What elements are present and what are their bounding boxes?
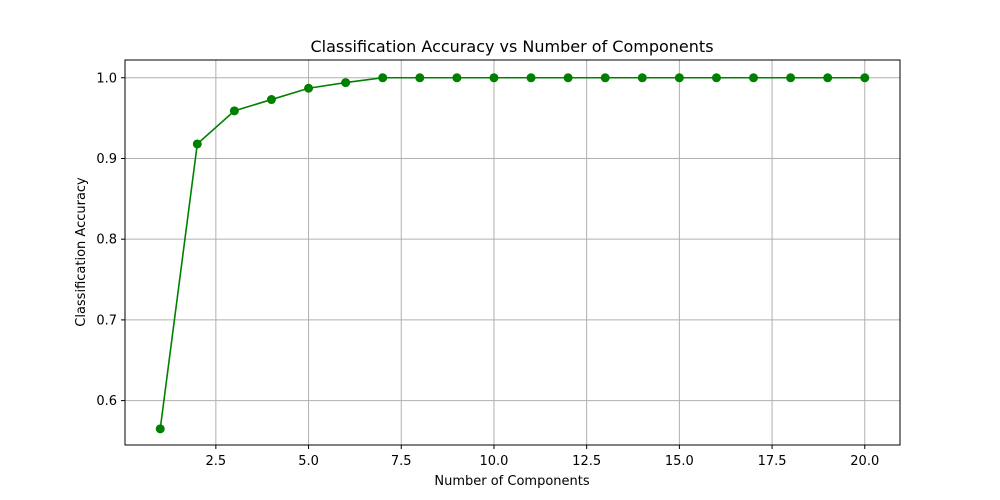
data-point: [378, 73, 388, 83]
x-tick-label: 17.5: [758, 454, 787, 469]
data-point: [415, 73, 425, 83]
x-tick-label: 12.5: [572, 454, 601, 469]
x-axis-label: Number of Components: [434, 474, 589, 489]
data-point: [229, 106, 239, 116]
x-tick-label: 5.0: [298, 454, 319, 469]
data-point: [674, 73, 684, 83]
y-tick-label: 1.0: [96, 71, 117, 86]
y-axis-ticks: 0.6 0.7 0.8 0.9 1.0: [96, 71, 125, 409]
data-point: [304, 83, 314, 93]
data-point: [711, 73, 721, 83]
x-tick-label: 15.0: [665, 454, 694, 469]
data-point: [563, 73, 573, 83]
data-point: [600, 73, 610, 83]
data-point: [637, 73, 647, 83]
y-tick-label: 0.6: [96, 394, 117, 409]
data-point: [266, 95, 276, 105]
series-layer: [155, 73, 870, 434]
data-point: [860, 73, 870, 83]
y-tick-label: 0.7: [96, 313, 117, 328]
data-point: [823, 73, 833, 83]
plot-frame: [124, 59, 901, 446]
series-line: [159, 76, 865, 429]
data-point: [341, 78, 351, 88]
grid: [125, 60, 900, 445]
y-tick-label: 0.8: [96, 233, 117, 248]
data-point: [452, 73, 462, 83]
x-tick-label: 20.0: [850, 454, 879, 469]
data-point: [489, 73, 499, 83]
x-tick-label: 2.5: [206, 454, 227, 469]
x-tick-label: 7.5: [391, 454, 412, 469]
x-tick-label: 10.0: [479, 454, 508, 469]
y-tick-label: 0.9: [96, 152, 117, 167]
x-axis-ticks: 2.5 5.0 7.5 10.0 12.5 15.0 17.5 20.0: [206, 445, 879, 469]
data-point: [526, 73, 536, 83]
data-point: [155, 424, 165, 434]
data-point: [192, 139, 202, 149]
data-point: [786, 73, 796, 83]
data-point: [749, 73, 759, 83]
y-axis-label: Classification Accuracy: [74, 177, 89, 327]
chart-title: Classification Accuracy vs Number of Com…: [310, 37, 713, 56]
